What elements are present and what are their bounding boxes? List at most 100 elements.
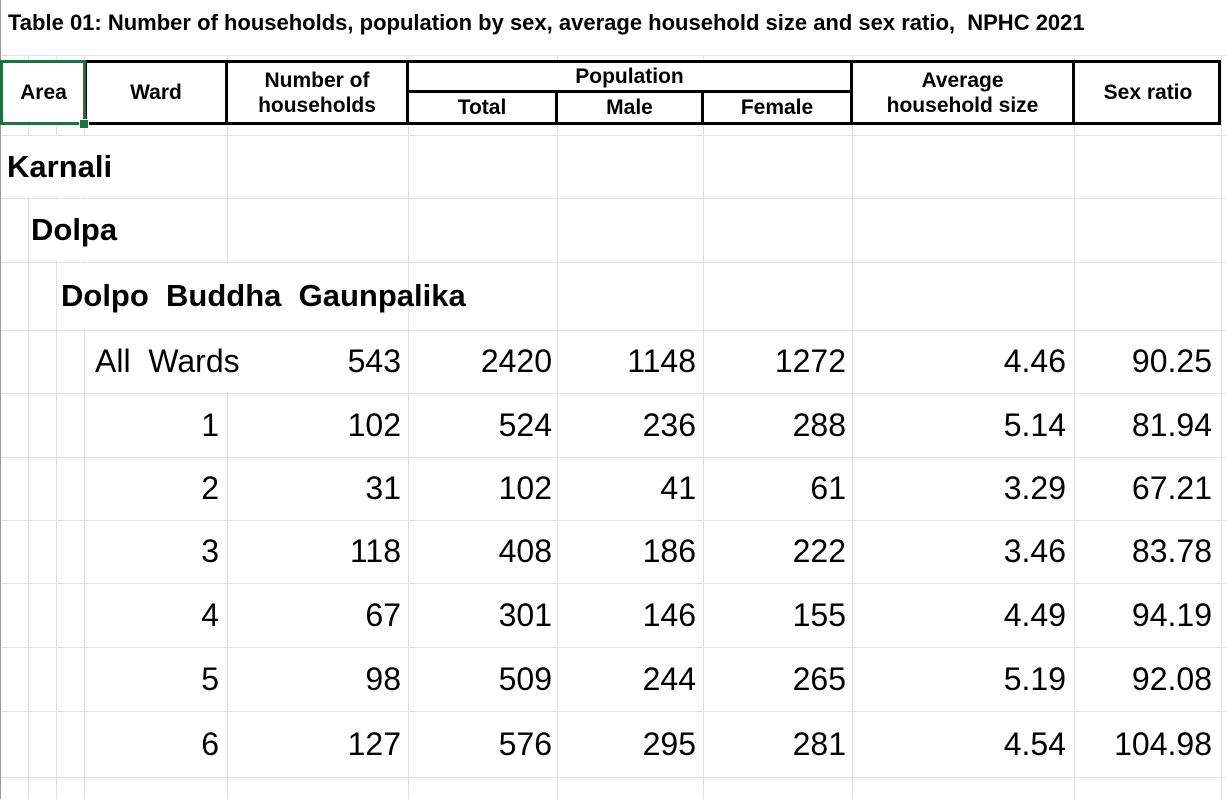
gridline — [408, 55, 409, 799]
table-row: 6 127 576 295 281 4.54 104.98 — [0, 712, 1226, 776]
cell-sex-ratio[interactable]: 67.21 — [1131, 470, 1212, 506]
cell-ward[interactable]: 3 — [201, 533, 219, 569]
cell-ward[interactable]: 4 — [201, 596, 219, 633]
sheet-left-edge — [0, 0, 1, 799]
cell-male[interactable]: 295 — [642, 725, 696, 762]
header-cell-male[interactable]: Male — [558, 93, 701, 122]
gridline — [0, 55, 1226, 56]
cell-total[interactable]: 576 — [498, 725, 552, 762]
cell-total[interactable]: 509 — [498, 660, 552, 697]
cell-male[interactable]: 41 — [660, 470, 696, 506]
cell-ward[interactable]: 1 — [201, 406, 219, 443]
cell-sex-ratio[interactable]: 81.94 — [1131, 406, 1212, 443]
table-row: Dolpo Buddha Gaunpalika — [0, 263, 1226, 329]
cell-households[interactable]: 31 — [365, 470, 401, 506]
header-avg-label: Average household size — [886, 68, 1039, 117]
cell-region-municipality[interactable]: Dolpo Buddha Gaunpalika — [57, 263, 466, 329]
cell-male[interactable]: 186 — [642, 533, 696, 569]
gridline — [703, 55, 704, 799]
cell-male[interactable]: 146 — [642, 596, 696, 633]
gridline — [0, 393, 1226, 394]
cell-male[interactable]: 1148 — [627, 343, 696, 379]
cell-sex-ratio[interactable]: 92.08 — [1131, 660, 1212, 697]
header-cell-avg-household-size[interactable]: Average household size — [853, 63, 1072, 122]
header-cell-population[interactable]: Population — [409, 63, 850, 90]
gridline — [0, 647, 1226, 648]
header-male-label: Male — [606, 96, 653, 119]
cell-total[interactable]: 102 — [498, 470, 552, 506]
cell-avg-household-size[interactable]: 4.54 — [1003, 725, 1066, 762]
cell-sex-ratio[interactable]: 94.19 — [1131, 596, 1212, 633]
gridline — [227, 55, 228, 799]
cell-avg-household-size[interactable]: 5.14 — [1003, 406, 1066, 443]
cell-households[interactable]: 118 — [349, 533, 401, 569]
table-title-text: Table 01: Number of households, populati… — [8, 10, 1085, 35]
cell-households[interactable]: 67 — [365, 596, 401, 633]
header-ward-label: Ward — [130, 81, 182, 104]
table-row: 1 102 524 236 288 5.14 81.94 — [0, 394, 1226, 456]
active-cell-selection[interactable] — [0, 60, 86, 125]
region-label: Karnali — [7, 148, 113, 184]
table-row: 4 67 301 146 155 4.49 94.19 — [0, 584, 1226, 646]
header-divider — [225, 60, 228, 125]
cell-ward[interactable]: 6 — [201, 725, 219, 762]
cell-total[interactable]: 2420 — [480, 343, 552, 379]
cell-region-province[interactable]: Karnali — [1, 136, 226, 197]
cell-total[interactable]: 301 — [498, 596, 552, 633]
header-female-label: Female — [740, 96, 814, 119]
header-cell-female[interactable]: Female — [704, 93, 850, 122]
cell-male[interactable]: 244 — [642, 660, 696, 697]
cell-male[interactable]: 236 — [642, 406, 696, 443]
header-cell-total[interactable]: Total — [409, 93, 555, 122]
cell-sex-ratio[interactable]: 90.25 — [1131, 343, 1212, 379]
gridline — [852, 55, 853, 799]
gridline — [0, 520, 1226, 521]
cell-sex-ratio[interactable]: 104.98 — [1114, 725, 1212, 762]
cell-female[interactable]: 265 — [792, 660, 846, 697]
gridline — [557, 55, 558, 799]
gridline — [1221, 55, 1222, 799]
header-total-label: Total — [457, 96, 507, 119]
gridline — [0, 711, 1226, 712]
cell-avg-household-size[interactable]: 4.49 — [1003, 596, 1066, 633]
cell-avg-household-size[interactable]: 4.46 — [1003, 343, 1066, 379]
cell-total[interactable]: 524 — [498, 406, 552, 443]
cell-female[interactable]: 288 — [792, 406, 846, 443]
cell-female[interactable]: 155 — [792, 596, 846, 633]
table-title[interactable]: Table 01: Number of households, populati… — [8, 0, 1085, 46]
header-population-label: Population — [575, 65, 684, 88]
cell-households[interactable]: 98 — [365, 660, 401, 697]
cell-avg-household-size[interactable]: 3.29 — [1003, 470, 1066, 506]
cell-total[interactable]: 408 — [498, 533, 552, 569]
table-row: 2 31 102 41 61 3.29 67.21 — [0, 458, 1226, 519]
cell-households[interactable]: 543 — [347, 343, 401, 379]
header-cell-area[interactable]: Area — [3, 63, 84, 122]
gridline — [28, 55, 29, 799]
header-cell-ward[interactable]: Ward — [87, 63, 225, 122]
cell-households[interactable]: 127 — [347, 725, 401, 762]
cell-female[interactable]: 281 — [792, 725, 846, 762]
cell-region-district[interactable]: Dolpa — [29, 199, 226, 261]
region-label: Dolpo Buddha Gaunpalika — [61, 278, 466, 313]
cell-avg-household-size[interactable]: 3.46 — [1003, 533, 1066, 569]
cell-ward[interactable]: 5 — [201, 660, 219, 697]
gridline — [0, 198, 1226, 199]
header-sex-ratio-label: Sex ratio — [1103, 81, 1193, 104]
cell-female[interactable]: 222 — [792, 533, 846, 569]
header-cell-sex-ratio[interactable]: Sex ratio — [1075, 63, 1221, 122]
gridline — [0, 583, 1226, 584]
table-row: Karnali — [0, 136, 1226, 197]
table-row: 3 118 408 186 222 3.46 83.78 — [0, 521, 1226, 582]
cell-ward[interactable]: 2 — [201, 470, 219, 506]
cell-ward[interactable]: All Wards — [85, 331, 407, 392]
header-cell-households[interactable]: Number of households — [228, 63, 406, 122]
cell-households[interactable]: 102 — [347, 406, 401, 443]
cell-female[interactable]: 61 — [810, 470, 846, 506]
fill-handle[interactable] — [79, 119, 89, 129]
cell-sex-ratio[interactable]: 83.78 — [1131, 533, 1212, 569]
cell-female[interactable]: 1272 — [774, 343, 846, 379]
cell-avg-household-size[interactable]: 5.19 — [1003, 660, 1066, 697]
gridline — [56, 55, 57, 799]
header-area-label: Area — [20, 81, 67, 104]
gridline — [84, 55, 85, 799]
